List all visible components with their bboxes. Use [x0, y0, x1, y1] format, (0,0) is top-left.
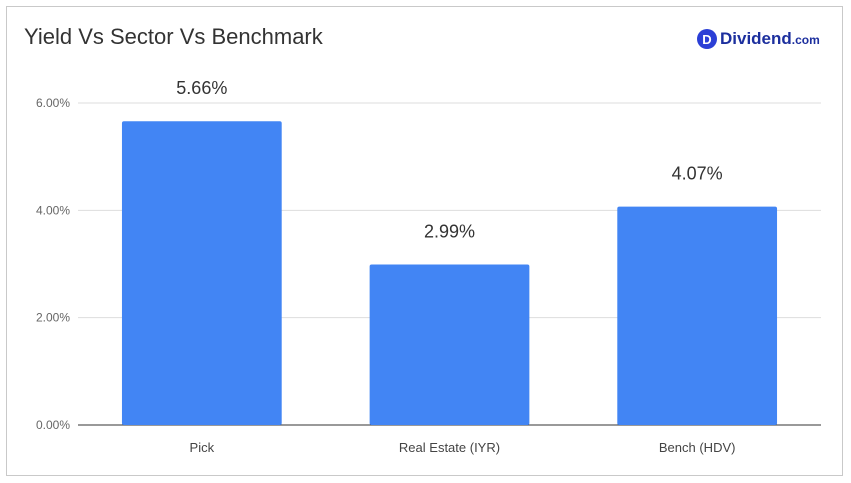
- data-label: 4.07%: [672, 164, 723, 184]
- data-label: 2.99%: [424, 222, 475, 242]
- y-tick-label: 2.00%: [36, 311, 70, 325]
- bar: [121, 121, 282, 425]
- y-tick-label: 4.00%: [36, 203, 70, 217]
- data-label: 5.66%: [176, 78, 227, 98]
- x-tick-label: Real Estate (IYR): [399, 440, 500, 455]
- dividend-logo[interactable]: D Dividend.com: [697, 28, 820, 50]
- label-layer: 0.00% 2.00% 4.00% 6.00% 5.66% Pick 2.99% Real E…: [36, 78, 735, 455]
- bar: [617, 206, 778, 425]
- logo-mark-icon: D: [697, 29, 717, 49]
- logo-suffix: .com: [791, 33, 820, 47]
- logo-word: Dividend.com: [720, 29, 820, 49]
- x-tick-label: Bench (HDV): [659, 440, 736, 455]
- y-tick-label: 0.00%: [36, 418, 70, 432]
- bar-layer: [121, 121, 778, 425]
- x-tick-label: Pick: [190, 440, 215, 455]
- chart-title: Yield Vs Sector Vs Benchmark: [24, 24, 323, 49]
- bar: [369, 264, 530, 425]
- y-tick-label: 6.00%: [36, 96, 70, 110]
- logo-word-text: Dividend: [720, 29, 792, 48]
